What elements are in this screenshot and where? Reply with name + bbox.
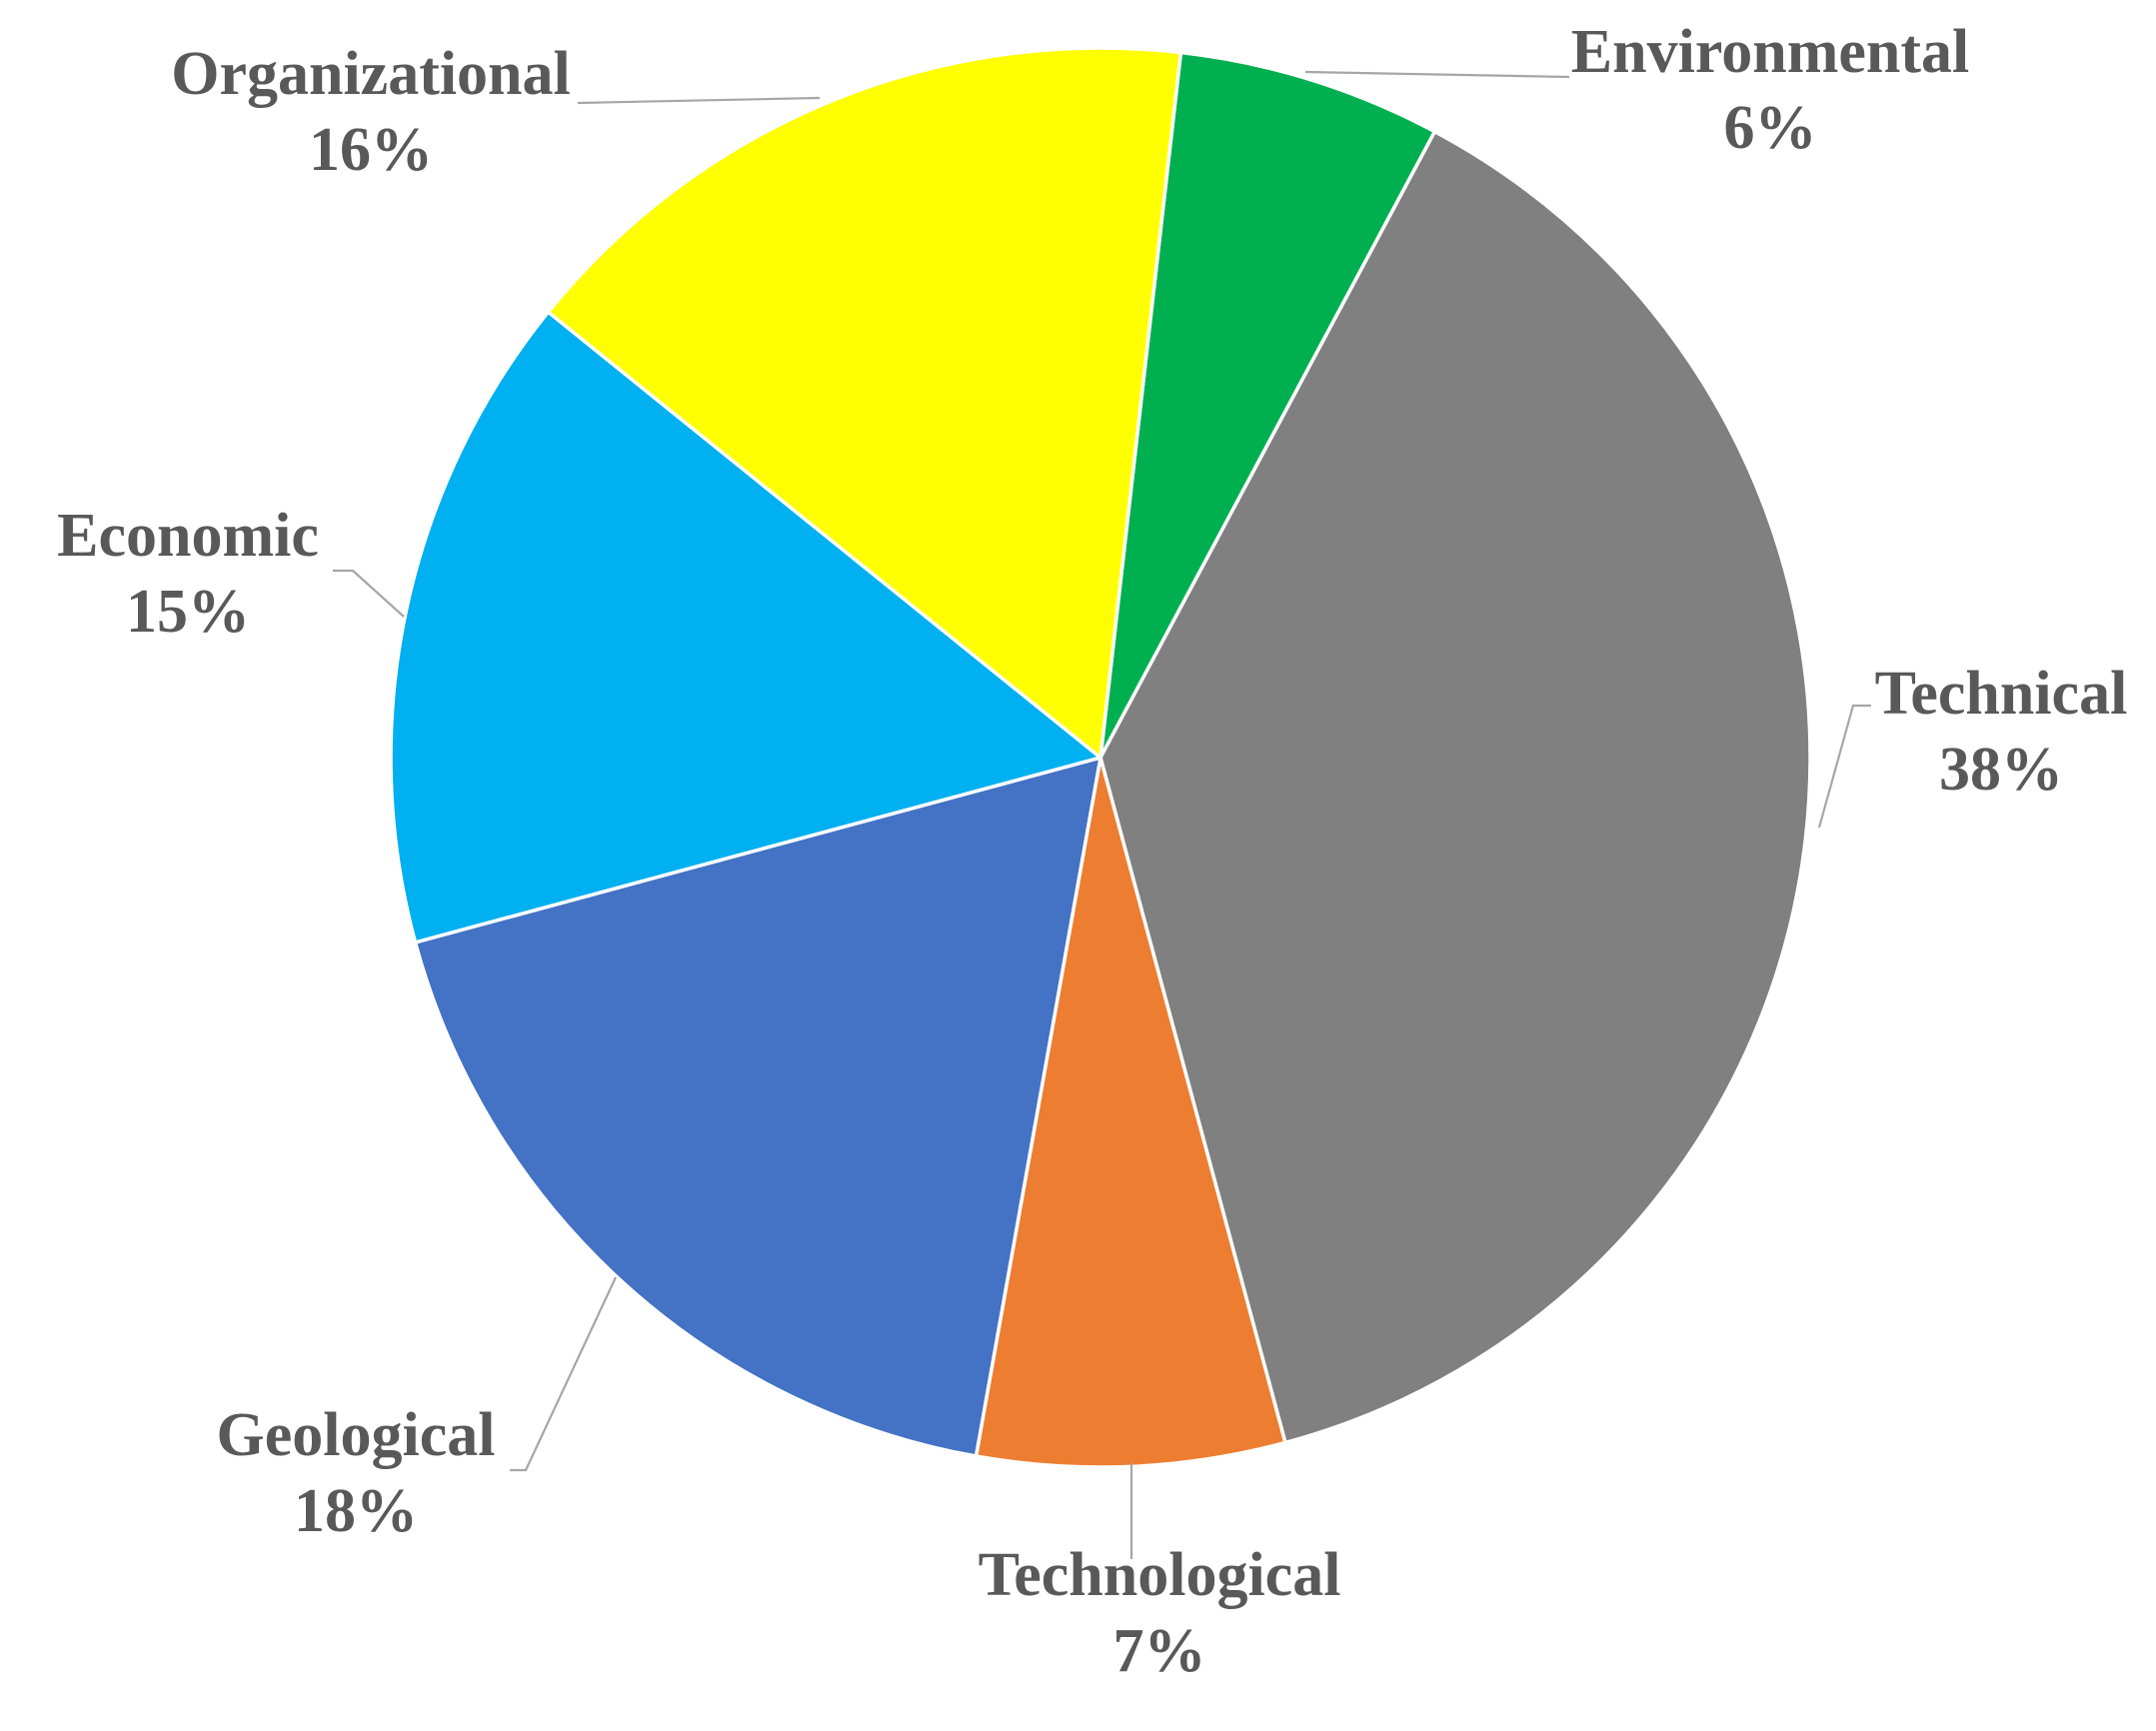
label-environmental: Environmental [1571, 18, 1969, 86]
leader-line-environmental [1304, 70, 1570, 79]
pie-slices [389, 46, 1812, 1469]
data-labels: Environmental 6% Technical 38% Technological… [57, 18, 2127, 1685]
slice-geological [413, 756, 1102, 1458]
percent-economic: 15% [126, 578, 250, 646]
percent-geological: 18% [294, 1477, 418, 1545]
slice-economic [389, 310, 1102, 944]
slice-environmental [1098, 50, 1437, 760]
label-technological: Technological [979, 1541, 1341, 1609]
label-economic: Economic [57, 502, 319, 570]
label-technical: Technical [1875, 660, 2128, 728]
slice-organizational [546, 46, 1183, 760]
percent-organizational: 16% [309, 116, 433, 184]
slice-technical [1098, 129, 1812, 1445]
leader-line-technical [1817, 704, 1871, 829]
label-geological: Geological [217, 1401, 496, 1469]
leader-line-economic [333, 569, 405, 618]
percent-environmental: 6% [1724, 94, 1817, 162]
leader-line-geological [510, 1276, 617, 1472]
percent-technical: 38% [1939, 736, 2063, 804]
leader-line-organizational [577, 96, 821, 105]
label-organizational: Organizational [171, 40, 571, 108]
percent-technological: 7% [1113, 1617, 1206, 1685]
leader-lines [333, 70, 1871, 1559]
